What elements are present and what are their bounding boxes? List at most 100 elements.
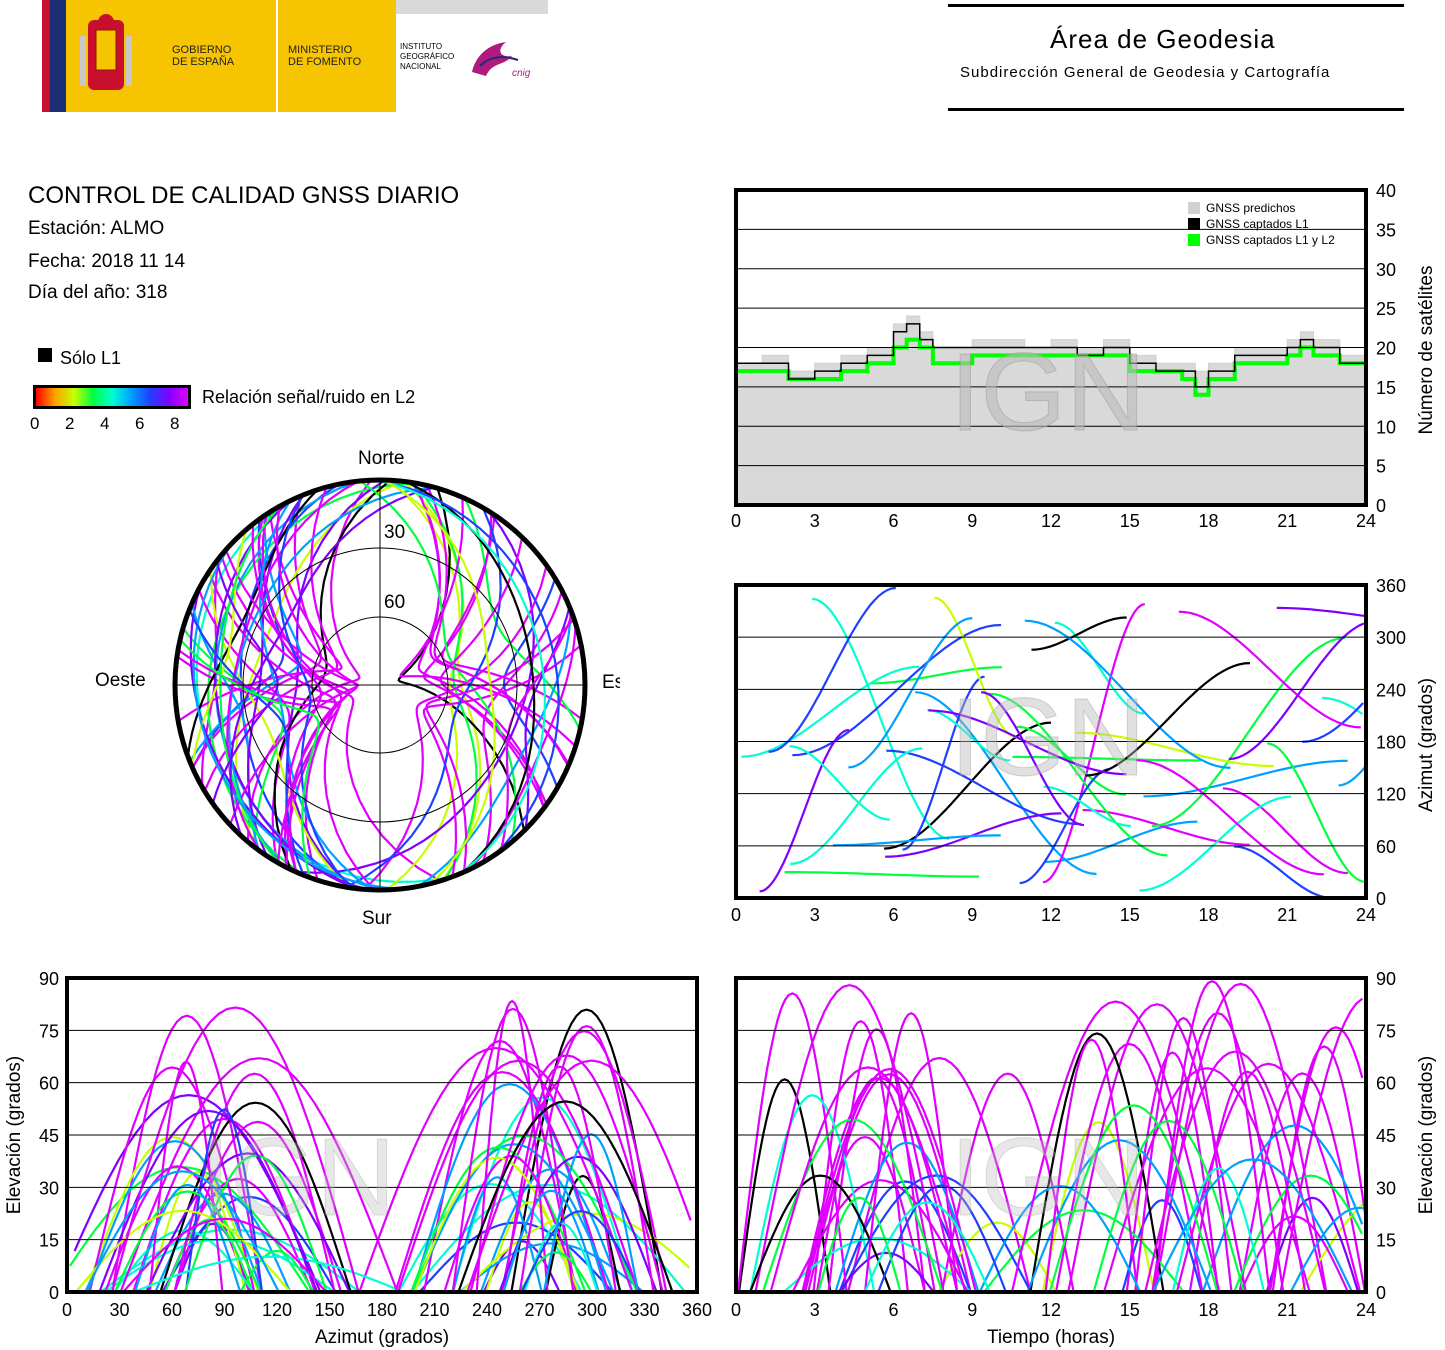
y-tick-label: 240 (1376, 680, 1406, 700)
skyplot-east-label: Este (602, 672, 620, 693)
x-tick-label: 270 (524, 1300, 554, 1320)
skyplot-track (186, 488, 319, 757)
elev-az-track (183, 1154, 328, 1293)
x-tick-label: 210 (419, 1300, 449, 1320)
azimuth-track (1031, 616, 1127, 651)
azimuth-track (1043, 785, 1131, 827)
azimuth-track (934, 596, 1017, 739)
elev-time-track (1279, 997, 1363, 1293)
skyplot-track (203, 486, 339, 792)
elev-az-frame (65, 976, 699, 1294)
numsat-ylabel: Número de satélites (1416, 266, 1437, 435)
skyplot-south-label: Sur (362, 908, 392, 929)
elev-az-yticks: 0 15 30 45 60 75 90 (39, 969, 59, 1303)
flag-stripe-blue (50, 0, 66, 112)
elev-az-track (358, 1046, 634, 1293)
snr-label: Relación señal/ruido en L2 (202, 387, 416, 407)
elev-time-track (1144, 1050, 1327, 1293)
cnig-label: cnig (512, 68, 531, 79)
cnig-logo-icon: cnig (472, 42, 531, 79)
azimuth-track (790, 747, 923, 865)
watermark: IGN (950, 331, 1146, 454)
station-label: Estación: ALMO (28, 218, 165, 239)
series-l1-l2 (736, 337, 1366, 397)
header-rule-bottom (948, 108, 1404, 111)
x-tick-label: 150 (314, 1300, 344, 1320)
azimuth-track (1338, 766, 1366, 787)
gobierno-label-1: GOBIERNO (172, 44, 232, 56)
elev-az-track (410, 1146, 587, 1293)
azimuth-frame (734, 583, 1368, 900)
elev-az-track (74, 1209, 292, 1293)
elev-az-track (145, 1152, 351, 1293)
skyplot-track (499, 613, 574, 851)
azimuth-track (1016, 725, 1127, 796)
snr-tick: 2 (65, 414, 75, 433)
x-tick-label: 9 (967, 511, 977, 530)
elev-az-track (122, 1217, 327, 1293)
azimuth-track (1178, 610, 1361, 729)
elev-time-grid (736, 1029, 1366, 1241)
numsat-series (735, 315, 1367, 506)
elev-az-track (88, 1066, 256, 1293)
elev-az-track (457, 1100, 674, 1293)
skyplot-west-text: Oeste (95, 670, 146, 691)
x-tick-label: 21 (1277, 511, 1297, 530)
elev-time-track (1289, 1206, 1364, 1293)
azimuth-track (784, 871, 979, 878)
x-tick-label: 21 (1277, 1300, 1297, 1320)
skyplot-track (177, 648, 341, 864)
x-tick-label: 12 (1041, 905, 1061, 925)
skyplot-ring-60-label: 60 (384, 592, 405, 613)
skyplot-track (251, 523, 323, 873)
skyplot-track (275, 506, 359, 873)
x-tick-label: 9 (967, 905, 977, 925)
legend-pred-label: GNSS predichos (1206, 201, 1295, 215)
azimuth-track (741, 665, 920, 758)
x-tick-label: 24 (1356, 1300, 1376, 1320)
y-tick-label: 60 (1376, 1074, 1396, 1094)
skyplot-track (208, 571, 337, 881)
elev-az-track (184, 1108, 264, 1293)
elev-az-track (113, 1190, 262, 1293)
azimuth-track (789, 745, 890, 821)
skyplot-track (234, 480, 405, 851)
azimuth-track (1136, 759, 1324, 876)
elevation-time-chart: IGN 0 15 30 45 60 75 90 0 3 6 9 12 15 18 21 24 Elevaci… (731, 969, 1437, 1348)
elev-time-track (864, 1011, 959, 1293)
elev-az-track (239, 1249, 315, 1293)
elev-time-track (838, 1180, 972, 1293)
x-tick-label: 90 (214, 1300, 234, 1320)
elevation-azimuth-chart: IGN 0 15 30 45 60 75 90 0 30 60 90 120 150 180 210 240… (4, 969, 712, 1348)
legend-l12-swatch (1188, 234, 1200, 246)
azimuth-ylabel: Azimut (grados) (1416, 678, 1437, 812)
elev-az-track (482, 1240, 561, 1293)
skyplot-track (463, 497, 582, 731)
snr-tick: 0 (30, 414, 40, 433)
elev-time-track (749, 1174, 892, 1293)
x-tick-label: 18 (1198, 511, 1218, 530)
elev-az-grid (67, 1029, 697, 1241)
elev-az-track (84, 1170, 280, 1293)
elev-time-track (1188, 1070, 1307, 1293)
elev-time-track (1152, 1158, 1354, 1293)
y-tick-label: 40 (1376, 181, 1396, 201)
skyplot-north-label: Norte (358, 448, 404, 469)
x-tick-label: 12 (1041, 511, 1061, 530)
azimuth-track (980, 691, 1085, 827)
y-tick-label: 75 (1376, 1021, 1396, 1041)
elev-az-track (394, 1070, 610, 1293)
elev-time-tracks (736, 979, 1367, 1293)
elev-az-track (411, 1183, 686, 1293)
y-tick-label: 45 (1376, 1126, 1396, 1146)
x-tick-label: 30 (109, 1300, 129, 1320)
elev-time-track (769, 1066, 967, 1293)
watermark: IGN (950, 1116, 1146, 1239)
azimuth-track (989, 692, 1168, 857)
area-title: Área de Geodesia (1050, 24, 1276, 54)
x-tick-label: 6 (888, 511, 898, 530)
elev-time-track (840, 1174, 1032, 1293)
x-tick-label: 180 (367, 1300, 397, 1320)
elev-time-track (737, 1078, 832, 1293)
y-tick-label: 15 (1376, 378, 1396, 398)
